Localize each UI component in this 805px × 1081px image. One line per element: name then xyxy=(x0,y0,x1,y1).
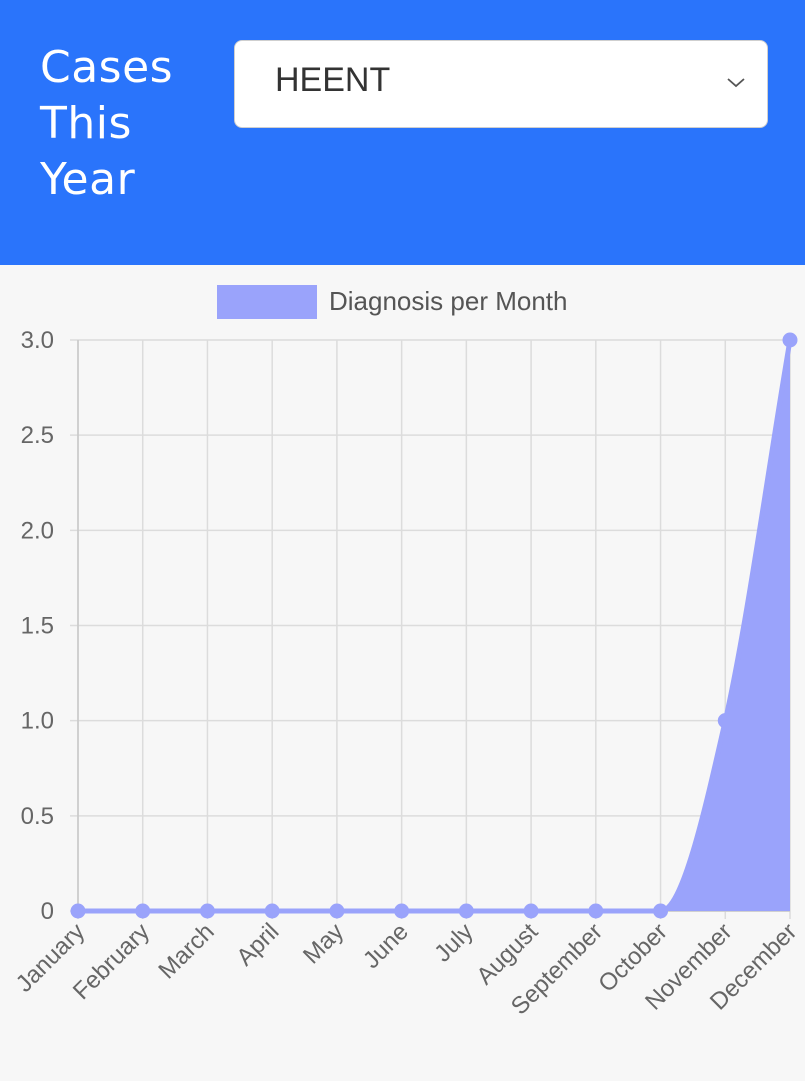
y-axis: 0 0.5 1.0 1.5 2.0 2.5 3.0 xyxy=(21,327,54,925)
data-point[interactable] xyxy=(782,332,798,348)
x-tick-label: March xyxy=(153,918,219,984)
category-select[interactable]: HEENT xyxy=(234,40,768,128)
data-point[interactable] xyxy=(329,903,345,919)
data-point[interactable] xyxy=(588,903,604,919)
y-tick-label: 0.5 xyxy=(21,803,54,830)
data-point[interactable] xyxy=(653,903,669,919)
data-point[interactable] xyxy=(199,903,215,919)
diagnosis-chart: Diagnosis per Month 00.51.01.52.02.53.0 … xyxy=(11,285,802,1020)
data-point[interactable] xyxy=(394,903,410,919)
legend-label: Diagnosis per Month xyxy=(329,286,567,316)
legend-swatch xyxy=(217,285,317,319)
y-tick-label: 1.5 xyxy=(21,613,54,640)
data-point[interactable] xyxy=(135,903,151,919)
data-point[interactable] xyxy=(523,903,539,919)
data-point[interactable] xyxy=(458,903,474,919)
header-bar: Cases This Year HEENT xyxy=(0,0,805,265)
chart-container: Diagnosis per Month 0 0.5 1.0 1.5 2.0 2.5 3.0 … xyxy=(0,265,805,1081)
data-point[interactable] xyxy=(264,903,280,919)
legend: Diagnosis per Month xyxy=(217,285,567,319)
category-select-value: HEENT xyxy=(275,61,391,99)
y-tick-label: 0 xyxy=(41,898,54,925)
x-tick-label: July xyxy=(429,918,478,967)
x-tick-label: June xyxy=(358,918,414,974)
y-tick-label: 1.0 xyxy=(21,708,54,735)
x-tick-label: April xyxy=(231,918,284,971)
series-diagnosis-per-month xyxy=(70,332,798,919)
chevron-down-icon xyxy=(727,78,745,88)
grid xyxy=(70,339,791,919)
y-tick-label: 2.5 xyxy=(21,422,54,449)
data-point[interactable] xyxy=(717,713,733,729)
data-point[interactable] xyxy=(70,903,86,919)
x-tick-label: May xyxy=(298,918,349,969)
y-tick-label: 3.0 xyxy=(21,327,54,354)
y-tick-label: 2.0 xyxy=(21,517,54,544)
page-title: Cases This Year xyxy=(40,42,174,205)
series-area-fill xyxy=(78,340,790,911)
